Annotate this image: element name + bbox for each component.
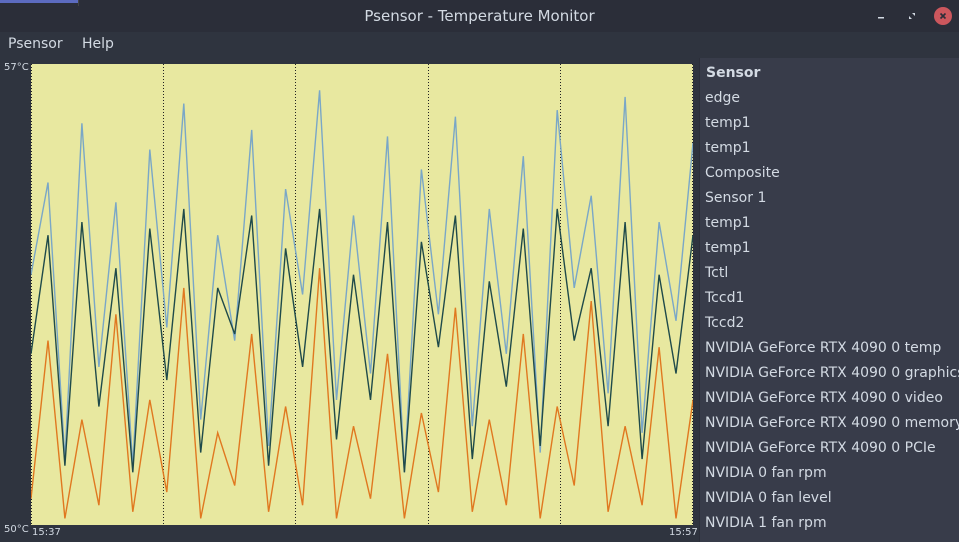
sensor-row[interactable]: Tccd1 bbox=[705, 290, 745, 306]
sensor-row[interactable]: NVIDIA GeForce RTX 4090 0 graphics bbox=[705, 365, 959, 381]
sensor-column-header[interactable]: Sensor bbox=[706, 65, 761, 81]
sensor-row[interactable]: Composite bbox=[705, 165, 780, 181]
sensor-list: edge temp1 temp1 Composite Sensor 1 temp1 temp… bbox=[700, 86, 959, 536]
sensor-row[interactable]: Tctl bbox=[705, 265, 729, 281]
maximize-icon bbox=[909, 13, 915, 19]
menu-help[interactable]: Help bbox=[82, 36, 114, 52]
x-end-label: 15:57 bbox=[669, 527, 698, 538]
sensor-row[interactable]: NVIDIA GeForce RTX 4090 0 memory bbox=[705, 415, 959, 431]
minimize-button[interactable] bbox=[872, 7, 890, 25]
window-title: Psensor - Temperature Monitor bbox=[364, 7, 595, 25]
sensor-row[interactable]: NVIDIA 0 fan level bbox=[705, 490, 832, 506]
menu-psensor[interactable]: Psensor bbox=[8, 36, 63, 52]
sensor-row[interactable]: Tccd2 bbox=[705, 315, 745, 331]
title-bar: Psensor - Temperature Monitor bbox=[0, 0, 959, 32]
sensor-row[interactable]: temp1 bbox=[705, 115, 751, 131]
temperature-chart bbox=[31, 64, 693, 525]
sensor-row[interactable]: temp1 bbox=[705, 140, 751, 156]
chart-series bbox=[31, 90, 693, 519]
minimize-icon bbox=[878, 17, 884, 19]
sensor-row[interactable]: NVIDIA 0 fan rpm bbox=[705, 465, 827, 481]
sensor-panel: Sensor edge temp1 temp1 Composite Sensor 1 te… bbox=[699, 58, 959, 542]
graph-area: 57°C 50°C 15:37 15:57 bbox=[0, 58, 699, 542]
window-tab-divider bbox=[78, 0, 79, 6]
y-min-label: 50°C bbox=[4, 524, 29, 535]
sensor-row[interactable]: NVIDIA GeForce RTX 4090 0 PCIe bbox=[705, 440, 936, 456]
sensor-row[interactable]: NVIDIA GeForce RTX 4090 0 video bbox=[705, 390, 943, 406]
maximize-button[interactable] bbox=[903, 7, 921, 25]
series-line bbox=[31, 208, 693, 473]
close-button[interactable] bbox=[934, 7, 952, 25]
sensor-row[interactable]: edge bbox=[705, 90, 740, 106]
series-line bbox=[31, 268, 693, 519]
window-tab-indicator bbox=[0, 0, 78, 3]
sensor-row[interactable]: temp1 bbox=[705, 240, 751, 256]
sensor-row[interactable]: NVIDIA GeForce RTX 4090 0 temp bbox=[705, 340, 942, 356]
sensor-row[interactable]: Sensor 1 bbox=[705, 190, 767, 206]
menu-bar: Psensor Help bbox=[0, 32, 959, 58]
sensor-row[interactable]: NVIDIA 1 fan rpm bbox=[705, 515, 827, 531]
series-line bbox=[31, 90, 693, 473]
close-icon bbox=[939, 12, 947, 20]
x-start-label: 15:37 bbox=[32, 527, 61, 538]
sensor-row[interactable]: temp1 bbox=[705, 215, 751, 231]
y-max-label: 57°C bbox=[4, 62, 29, 73]
